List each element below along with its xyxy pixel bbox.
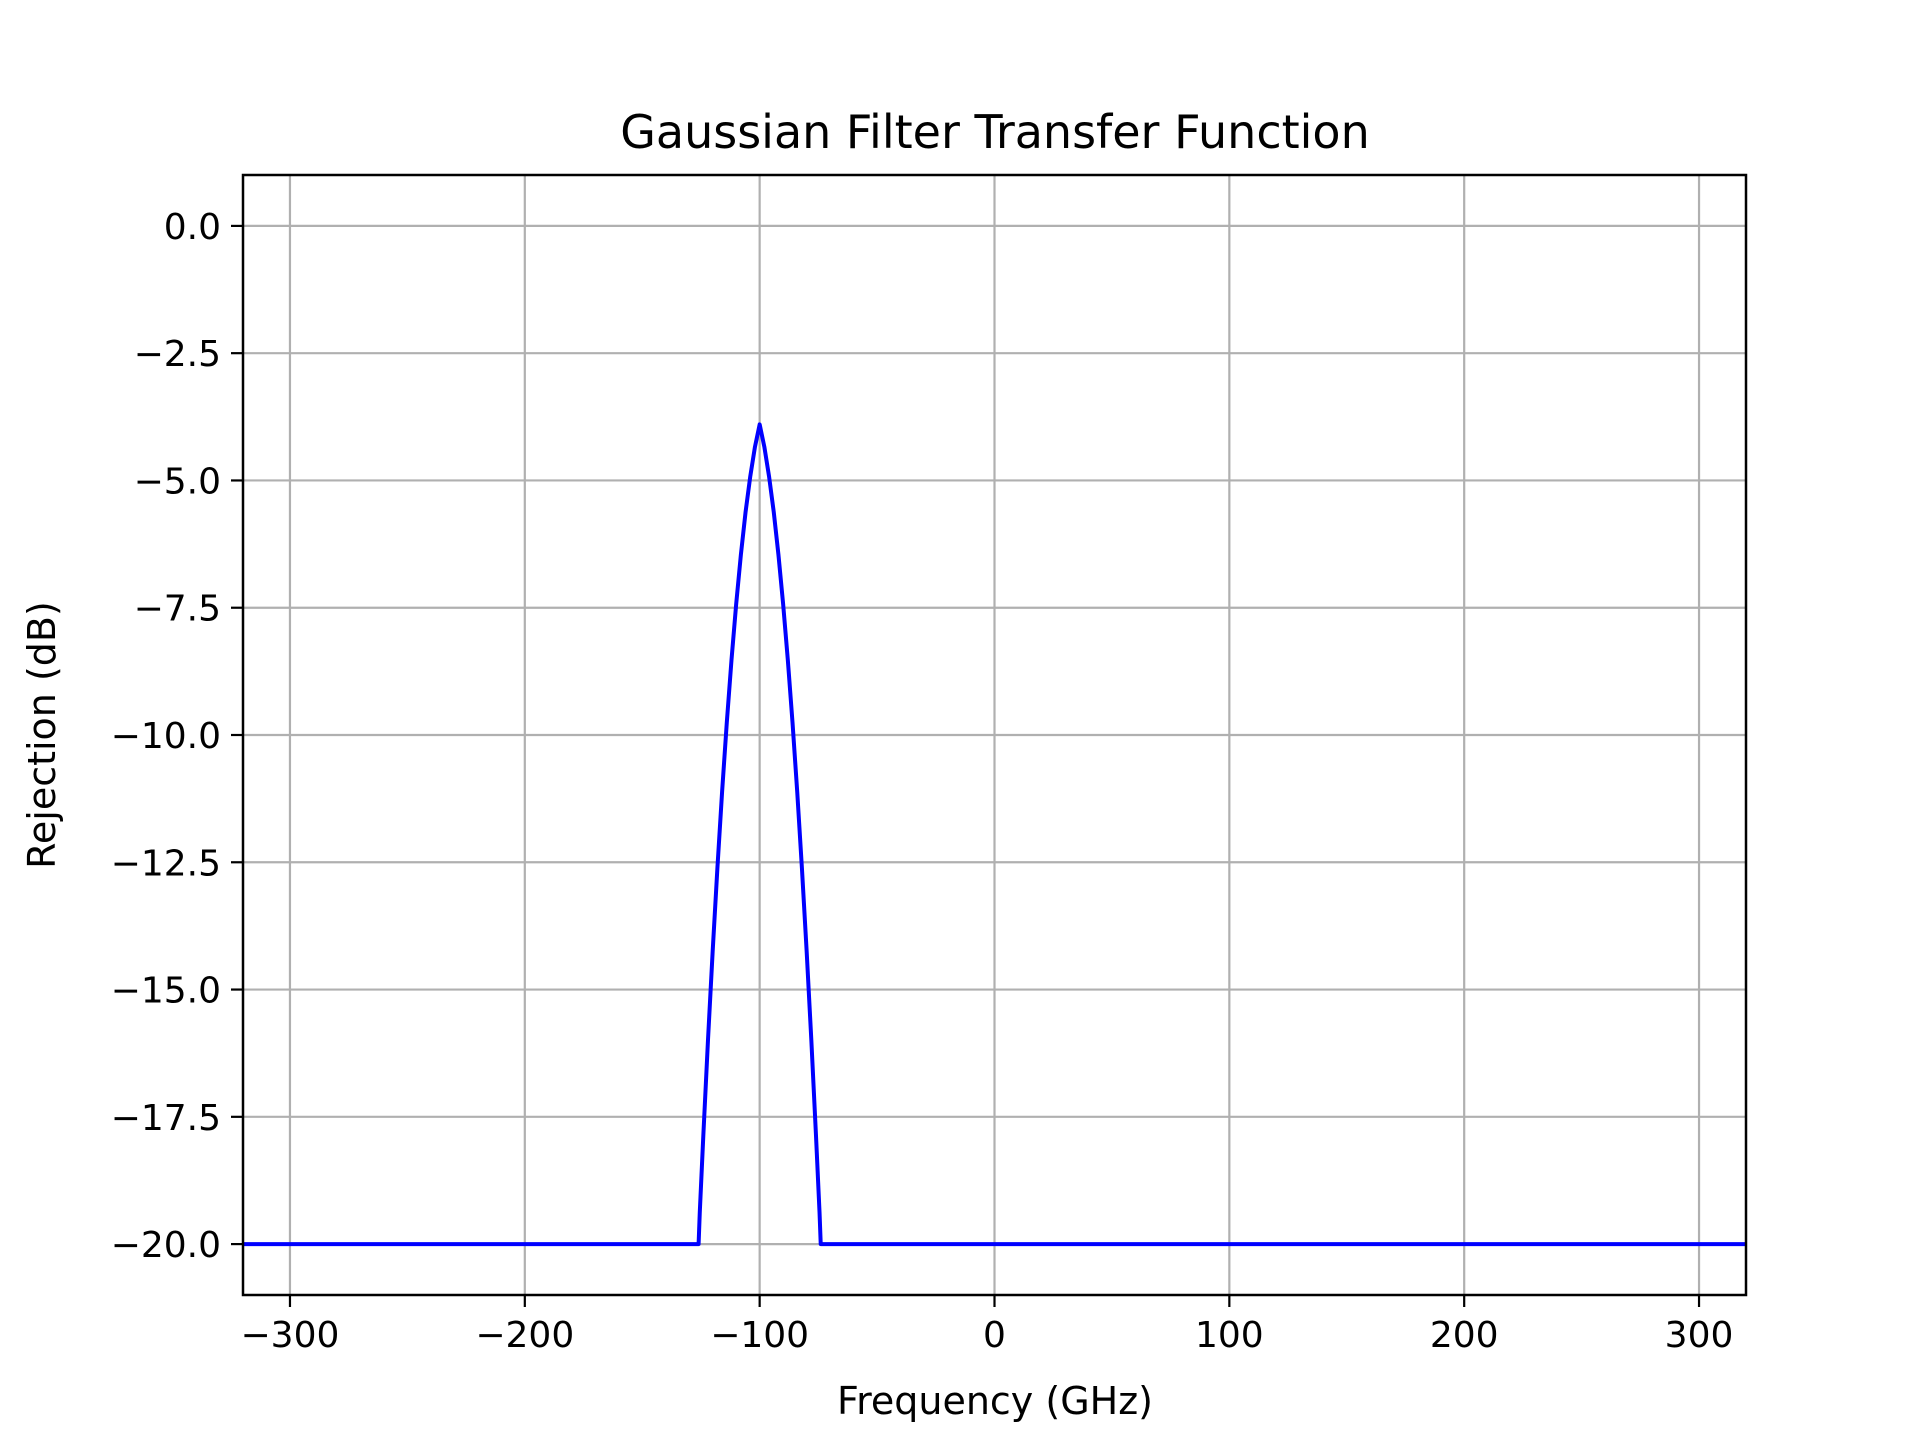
ticks: −300 −200 −100 0 100 200 300 0.0 −2.5 −5.0 −7.5 −10… (111, 207, 1734, 1356)
x-tick-label: 200 (1430, 1315, 1499, 1356)
x-tick-label: −200 (475, 1315, 574, 1356)
x-tick-label: 0 (983, 1315, 1006, 1356)
series-layer (243, 422, 1746, 1247)
y-tick-label: −7.5 (134, 589, 221, 630)
y-tick-label: −20.0 (111, 1225, 221, 1266)
y-tick-label: −2.5 (134, 334, 221, 375)
y-axis-label: Rejection (dB) (20, 601, 64, 869)
y-tick-label: −10.0 (111, 716, 221, 757)
x-tick-label: −300 (241, 1315, 340, 1356)
grid (243, 175, 1746, 1295)
y-tick-label: 0.0 (164, 207, 221, 248)
x-tick-label: 300 (1665, 1315, 1734, 1356)
x-tick-label: −100 (710, 1315, 809, 1356)
y-tick-label: −12.5 (111, 843, 221, 884)
y-tick-label: −17.5 (111, 1098, 221, 1139)
x-axis-label: Frequency (GHz) (837, 1379, 1153, 1423)
x-tick-label: 100 (1195, 1315, 1264, 1356)
y-tick-label: −5.0 (134, 461, 221, 502)
series-line (243, 422, 1746, 1247)
chart-title: Gaussian Filter Transfer Function (620, 105, 1369, 159)
y-tick-label: −15.0 (111, 971, 221, 1012)
